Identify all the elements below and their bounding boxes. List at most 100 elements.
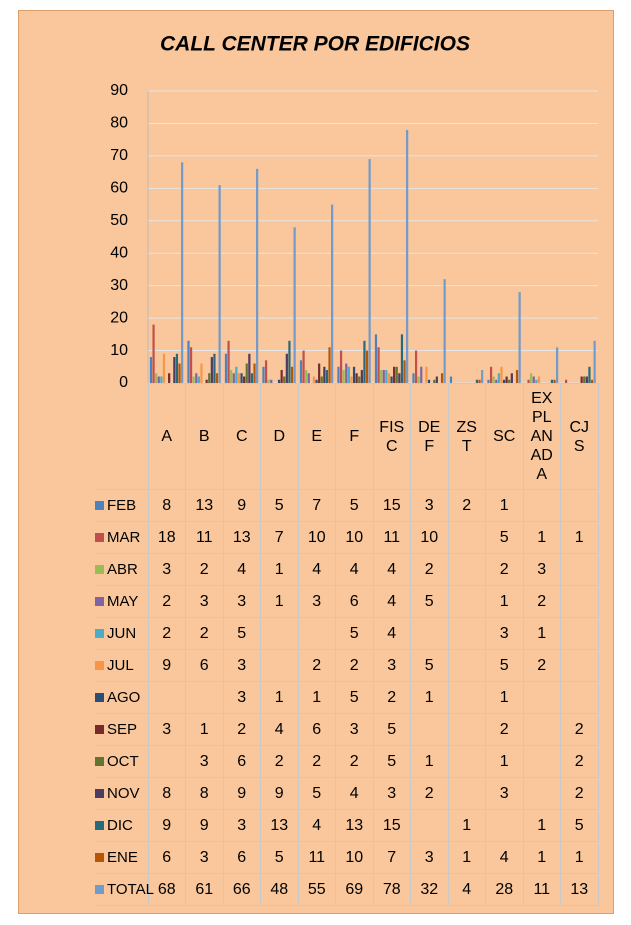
value-label: 2	[312, 752, 322, 770]
value-label: 1	[537, 848, 547, 866]
cell	[485, 809, 524, 842]
bar	[518, 292, 521, 383]
value-label: 1	[462, 848, 472, 866]
cell	[447, 713, 486, 746]
value-label: 1	[499, 752, 509, 770]
cell: 6	[335, 585, 374, 618]
value-label: 4	[462, 880, 472, 898]
cell: 1	[485, 489, 524, 522]
value-label: 61	[195, 880, 214, 898]
legend-entry: SEP	[95, 713, 149, 746]
cell	[410, 617, 449, 650]
cell: 9	[147, 649, 186, 682]
bar	[218, 185, 221, 383]
cell: 15	[372, 489, 411, 522]
bar	[307, 373, 310, 383]
cell: 2	[522, 649, 561, 682]
bar	[227, 340, 230, 383]
cell	[447, 649, 486, 682]
cell	[447, 777, 486, 810]
value-label: 9	[237, 496, 247, 514]
cell: 5	[410, 585, 449, 618]
cell: 1	[560, 841, 599, 874]
bar	[197, 376, 200, 383]
cell: 8	[185, 777, 224, 810]
bar	[368, 159, 371, 383]
bar	[181, 162, 184, 383]
bar	[487, 379, 490, 383]
cell: 1	[560, 521, 599, 554]
bar	[290, 366, 294, 383]
legend-swatch	[95, 533, 104, 542]
cell: 5	[260, 841, 299, 874]
cell: 9	[147, 809, 186, 842]
legend-swatch	[95, 789, 104, 798]
value-label: 2	[199, 624, 209, 642]
category-label: F	[335, 383, 374, 490]
cell	[147, 745, 186, 778]
bar	[502, 379, 506, 383]
cell: 11	[185, 521, 224, 554]
value-label: 5	[574, 816, 584, 834]
value-label: 2	[574, 720, 584, 738]
bar	[497, 373, 500, 383]
cell: 1	[485, 681, 524, 714]
y-tick-label: 30	[110, 277, 128, 294]
bar	[262, 366, 265, 383]
y-tick-label: 40	[110, 244, 128, 261]
value-label: 5	[237, 624, 247, 642]
legend-swatch	[95, 821, 104, 830]
bar	[168, 373, 171, 383]
cell: 8	[147, 777, 186, 810]
bar	[393, 366, 396, 383]
legend-label: JUN	[107, 625, 137, 642]
cell: 3	[222, 809, 261, 842]
cell: 11	[297, 841, 336, 874]
value-label: 2	[537, 592, 547, 610]
cell: 5	[410, 649, 449, 682]
cell: 2	[410, 777, 449, 810]
legend-swatch	[95, 693, 104, 702]
category-label: B	[185, 383, 224, 490]
series-row: ENE 6 3 6 5 11 10 7 3 1 4 1 1	[95, 841, 599, 874]
legend-entry: ABR	[95, 553, 149, 586]
bar	[585, 376, 588, 383]
series-row: FEB 8 13 9 5 7 5 15 3 2 1	[95, 489, 599, 522]
legend-swatch	[95, 565, 104, 574]
bar	[363, 340, 366, 383]
bar	[537, 376, 541, 383]
bar	[374, 334, 378, 383]
cell: 68	[147, 873, 186, 906]
value-label: 3	[349, 720, 359, 738]
value-label: 2	[199, 560, 209, 578]
cell	[260, 617, 299, 650]
cell: 6	[297, 713, 336, 746]
bar	[208, 373, 211, 383]
legend-label: MAY	[107, 593, 139, 610]
value-label: 9	[274, 784, 284, 802]
cell: 5	[372, 713, 411, 746]
value-label: 5	[387, 720, 397, 738]
cell: 2	[297, 649, 336, 682]
bar	[155, 373, 158, 383]
legend-label: TOTAL	[107, 881, 154, 898]
bar	[337, 366, 340, 383]
legend-entry: MAR	[95, 521, 149, 554]
value-label: 4	[499, 848, 509, 866]
bar	[312, 376, 316, 383]
cell: 2	[485, 713, 524, 746]
value-label: 5	[424, 592, 434, 610]
data-table: A B C D E F FISC DEF ZST SC EXPLANADA CJS FEB 8 13 9 5 7 5…	[95, 383, 599, 906]
value-label: 6	[199, 656, 209, 674]
corner	[95, 383, 149, 490]
y-tick-label: 50	[110, 212, 128, 229]
value-label: 2	[237, 720, 247, 738]
value-label: 2	[349, 752, 359, 770]
bar	[305, 370, 308, 383]
cell	[560, 617, 599, 650]
bar	[481, 370, 484, 383]
bar	[213, 353, 216, 383]
legend-swatch	[95, 725, 104, 734]
cell: 1	[410, 681, 449, 714]
cell: 4	[222, 553, 261, 586]
